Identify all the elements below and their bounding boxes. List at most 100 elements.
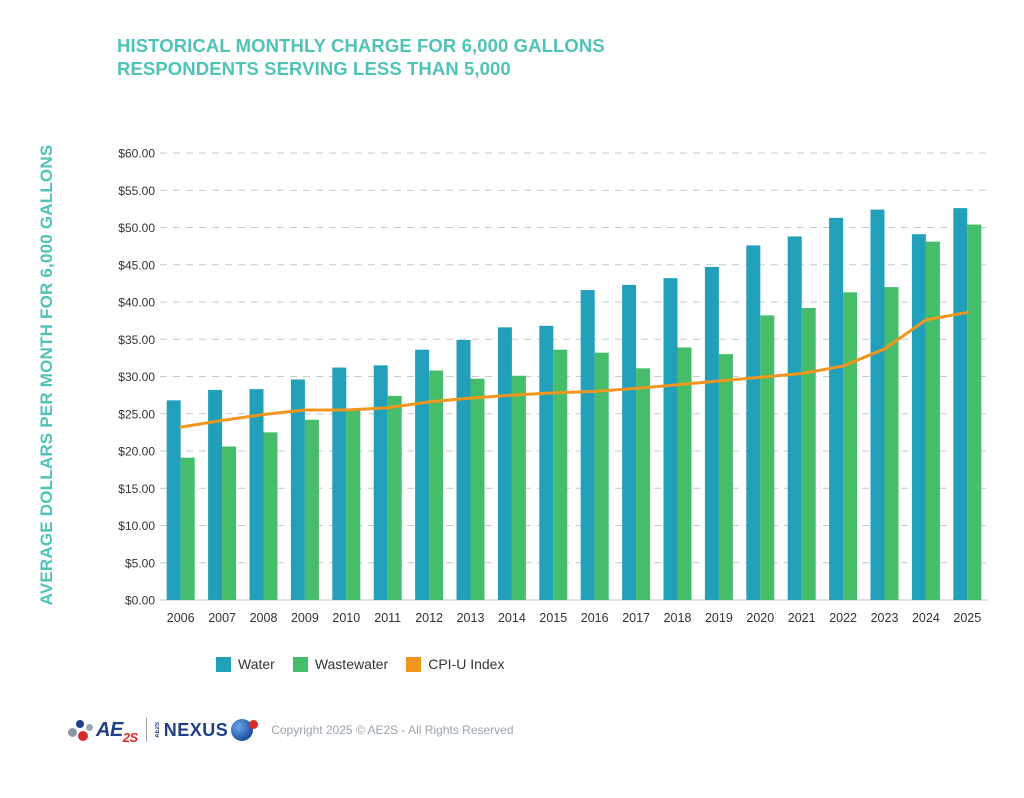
y-tick-label: $55.00 xyxy=(118,184,155,198)
chart-title: HISTORICAL MONTHLY CHARGE FOR 6,000 GALL… xyxy=(117,34,605,80)
x-tick-label: 2017 xyxy=(622,611,650,625)
legend-item-wastewater: Wastewater xyxy=(292,656,389,672)
nexus-logo-text: NEXUS xyxy=(163,719,229,740)
legend-label-water: Water xyxy=(238,656,275,672)
copyright: Copyright 2025 © AE2S - All Rights Reser… xyxy=(271,723,514,737)
bar-wastewater xyxy=(801,307,816,600)
legend: Water Wastewater CPI-U Index xyxy=(216,656,504,672)
y-tick-label: $60.00 xyxy=(118,147,155,161)
gridlines xyxy=(160,152,988,601)
bar-wastewater xyxy=(677,347,692,600)
x-tick-label: 2024 xyxy=(912,611,940,625)
legend-item-water: Water xyxy=(216,656,275,672)
legend-swatch-cpi xyxy=(406,656,422,672)
bar-wastewater xyxy=(470,378,485,600)
bar-wastewater xyxy=(553,349,568,600)
footer: AE2S AE2S NEXUS Copyright 2025 © AE2S - … xyxy=(66,716,514,745)
bar-water xyxy=(290,379,305,600)
x-tick-label: 2007 xyxy=(208,611,236,625)
legend-swatch-water xyxy=(216,656,231,672)
bar-wastewater xyxy=(180,457,195,600)
bar-wastewater xyxy=(760,315,775,600)
bar-water xyxy=(332,367,347,600)
legend-label-cpi: CPI-U Index xyxy=(428,656,505,672)
bar-wastewater xyxy=(843,292,858,600)
x-tick-label: 2019 xyxy=(705,611,733,625)
bar-water xyxy=(911,234,926,600)
y-tick-label: $25.00 xyxy=(118,407,155,421)
x-tick-label: 2014 xyxy=(498,611,526,625)
cpi-line-group xyxy=(179,310,969,429)
x-tick-label: 2020 xyxy=(746,611,774,625)
bar-water xyxy=(829,217,844,600)
bar-wastewater xyxy=(718,354,733,600)
nexus-prefix: AE2S xyxy=(154,722,161,738)
x-tick-label: 2008 xyxy=(250,611,278,625)
bar-water xyxy=(456,339,471,600)
bar-water xyxy=(953,208,968,600)
legend-swatch-wastewater xyxy=(292,656,308,672)
bar-wastewater xyxy=(346,410,361,600)
bar-wastewater xyxy=(967,224,982,600)
bar-water xyxy=(870,209,885,600)
bar-water xyxy=(415,349,430,600)
bar-water xyxy=(249,389,264,600)
y-tick-label: $5.00 xyxy=(125,556,155,570)
bar-wastewater xyxy=(263,432,278,600)
y-tick-label: $20.00 xyxy=(118,445,155,459)
bar-water xyxy=(580,290,595,600)
bar-water xyxy=(208,389,223,600)
bar-water xyxy=(663,278,678,600)
title-line-2: RESPONDENTS SERVING LESS THAN 5,000 xyxy=(117,58,511,79)
y-tick-label: $0.00 xyxy=(125,594,155,608)
bar-wastewater xyxy=(594,352,609,600)
y-tick-label: $35.00 xyxy=(118,333,155,347)
bar-water xyxy=(166,400,181,600)
bar-wastewater xyxy=(222,446,237,600)
x-tick-label: 2016 xyxy=(581,611,609,625)
bar-water xyxy=(704,266,719,600)
y-tick-label: $45.00 xyxy=(118,258,155,272)
y-tick-labels: $0.00 $5.00 $10.00 $15.00 $20.00 $25.00 $30.00… xyxy=(118,147,155,608)
y-tick-label: $50.00 xyxy=(118,221,155,235)
x-tick-label: 2025 xyxy=(953,611,981,625)
legend-item-cpi: CPI-U Index xyxy=(406,656,504,672)
globe-icon xyxy=(231,719,259,741)
x-tick-label: 2006 xyxy=(167,611,195,625)
bar-water xyxy=(497,327,512,600)
x-tick-label: 2009 xyxy=(291,611,319,625)
bar-wastewater xyxy=(925,241,940,600)
title-line-1: HISTORICAL MONTHLY CHARGE FOR 6,000 GALL… xyxy=(117,35,605,56)
bar-wastewater xyxy=(636,368,651,600)
molecule-icon xyxy=(66,718,96,742)
x-tick-label: 2022 xyxy=(829,611,857,625)
x-tick-label: 2013 xyxy=(457,611,485,625)
bar-water xyxy=(539,325,554,600)
bar-wastewater xyxy=(511,375,526,600)
cpi-line xyxy=(179,310,969,429)
y-tick-label: $15.00 xyxy=(118,482,155,496)
bar-water xyxy=(622,284,637,600)
x-tick-labels: 2006 2007 2008 2009 2010 2011 2012 2013 2014 2015… xyxy=(167,611,981,625)
x-tick-label: 2023 xyxy=(871,611,899,625)
x-tick-label: 2018 xyxy=(664,611,692,625)
bar-water xyxy=(373,365,388,600)
bar-water xyxy=(787,236,802,600)
x-tick-label: 2011 xyxy=(374,611,401,625)
y-tick-label: $10.00 xyxy=(118,519,155,533)
bar-wastewater xyxy=(429,370,444,600)
bars xyxy=(166,208,982,600)
legend-label-wastewater: Wastewater xyxy=(314,656,389,672)
x-tick-label: 2010 xyxy=(332,611,360,625)
logo-divider xyxy=(145,718,147,742)
y-tick-label: $30.00 xyxy=(118,370,155,384)
x-tick-label: 2012 xyxy=(415,611,443,625)
bar-wastewater xyxy=(387,395,402,600)
y-tick-label: $40.00 xyxy=(118,296,155,310)
bar-water xyxy=(746,245,761,600)
ae2s-logo-text: AE2S xyxy=(96,718,138,745)
x-tick-label: 2015 xyxy=(539,611,567,625)
x-tick-label: 2021 xyxy=(788,611,816,625)
ae2s-logo: AE2S xyxy=(66,718,138,745)
